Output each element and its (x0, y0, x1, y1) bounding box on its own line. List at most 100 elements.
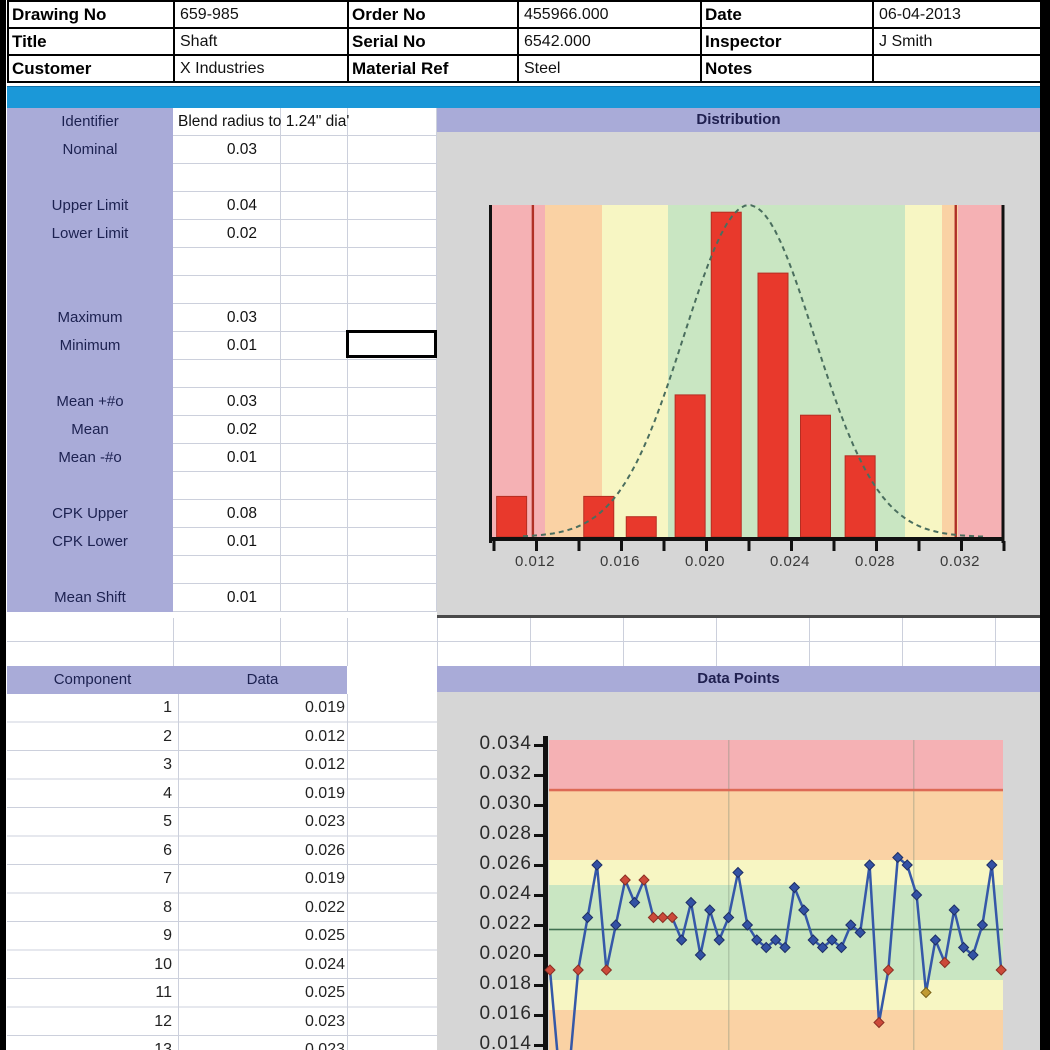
data-point-marker (976, 919, 989, 931)
stat-value-cell[interactable]: 0.03 (226, 141, 257, 158)
data-points-chart-title[interactable]: Data Points (437, 666, 1040, 692)
component-row[interactable]: 13 0.023 (7, 1036, 437, 1050)
data-point-marker (638, 874, 650, 886)
stats-label-panel: Identifier Nominal Upper Limit Lower Limit M… (7, 108, 173, 612)
component-number: 3 (163, 756, 172, 773)
y-tick-label: 0.028 (479, 823, 532, 844)
header-label-cell[interactable]: Serial No (347, 27, 519, 56)
stat-value-cell[interactable]: 0.02 (226, 225, 257, 242)
x-tick-label: 0.016 (600, 553, 640, 570)
histogram-bar (757, 272, 789, 538)
component-row[interactable]: 8 0.022 (7, 894, 437, 922)
x-tick (790, 541, 793, 551)
header-value-cell[interactable]: Shaft (173, 27, 349, 56)
zone-band (549, 790, 1003, 860)
stat-value-cell[interactable]: 0.01 (226, 449, 257, 466)
zone-band (490, 205, 545, 537)
stat-value-cell[interactable]: 0.01 (226, 533, 257, 550)
stat-value-cell[interactable]: 0.02 (226, 421, 257, 438)
x-tick-label: 0.012 (515, 553, 555, 570)
stat-value-cell[interactable]: 0.08 (226, 505, 257, 522)
component-row[interactable]: 4 0.019 (7, 780, 437, 808)
y-tick (534, 1014, 543, 1017)
data-point-marker (722, 911, 735, 924)
data-point-marker (628, 896, 641, 909)
header-label-cell[interactable]: Order No (347, 0, 519, 29)
histogram-bar (800, 414, 831, 538)
component-row[interactable]: 6 0.026 (7, 837, 437, 865)
data-points-chart[interactable]: 0.034 0.032 0.030 0.028 0.026 0.024 0.022 0.020… (437, 692, 1040, 1050)
right-screen-edge (1040, 0, 1050, 1050)
component-row[interactable]: 12 0.023 (7, 1008, 437, 1036)
stat-label: Identifier (61, 113, 119, 130)
component-row[interactable]: 10 0.024 (7, 951, 437, 979)
data-column-header: Data (246, 671, 279, 688)
stats-value-grid (173, 108, 437, 612)
stat-value-cell[interactable]: 0.03 (226, 309, 257, 326)
data-point-marker (929, 934, 942, 946)
header-value-cell[interactable]: 455966.000 (517, 0, 702, 29)
stat-label: Mean -#o (58, 449, 122, 466)
data-point-marker (995, 964, 1007, 976)
y-tick-label: 0.026 (479, 853, 532, 874)
component-row[interactable]: 9 0.025 (7, 922, 437, 950)
data-point-marker (675, 934, 688, 946)
component-data-value: 0.012 (304, 756, 345, 773)
component-number: 11 (155, 984, 172, 1001)
component-number: 13 (154, 1041, 172, 1050)
data-point-marker (619, 874, 631, 886)
data-point-marker (732, 866, 744, 879)
header-value-cell[interactable]: 06-04-2013 (872, 0, 1042, 29)
distribution-chart-title[interactable]: Distribution (437, 108, 1040, 132)
component-row[interactable]: 3 0.012 (7, 751, 437, 779)
stat-value-cell[interactable]: 0.04 (226, 197, 257, 214)
zone-band (549, 1010, 1003, 1050)
header-value-cell[interactable]: 6542.000 (517, 27, 702, 56)
data-point-marker (685, 896, 697, 909)
header-label-cell[interactable]: Inspector (700, 27, 874, 56)
y-tick (534, 744, 543, 747)
header-label-cell[interactable]: Title (7, 27, 175, 56)
data-point-marker (920, 986, 932, 999)
component-number: 2 (163, 727, 172, 745)
data-point-marker (751, 934, 763, 946)
header-value-cell[interactable]: 659-985 (173, 0, 349, 29)
header-value-cell[interactable] (872, 54, 1042, 83)
y-tick-label: 0.014 (479, 1033, 532, 1050)
header-label-cell[interactable]: Material Ref (347, 54, 519, 83)
component-data-value: 0.022 (304, 898, 345, 916)
header-label-cell[interactable]: Date (700, 0, 874, 29)
header-label-cell[interactable]: Notes (700, 54, 874, 83)
header-value-cell[interactable]: Steel (517, 54, 702, 83)
header-value-cell[interactable]: X Industries (173, 54, 349, 83)
stats-values: Blend radius to 1.24" dia' 0.03 0.04 0.02 0.… (173, 108, 437, 612)
header-label-cell[interactable]: Drawing No (7, 0, 175, 29)
component-row[interactable]: 5 0.023 (7, 808, 437, 836)
component-data-value: 0.025 (304, 984, 345, 1001)
component-row[interactable]: 2 0.012 (7, 723, 437, 751)
data-point-marker (910, 889, 923, 901)
component-row[interactable]: 1 0.019 (7, 694, 437, 722)
data-point-marker (704, 904, 716, 916)
stat-value-cell[interactable]: 0.01 (226, 337, 257, 354)
component-data-value: 0.023 (304, 1012, 345, 1030)
data-points-line-chart (534, 736, 1007, 1050)
component-number: 7 (163, 870, 172, 887)
selected-cell[interactable] (346, 330, 437, 358)
component-row[interactable]: 11 0.025 (7, 979, 437, 1007)
data-point-marker (816, 941, 829, 954)
x-tick-label: 0.028 (855, 553, 895, 570)
stat-value-cell[interactable]: Blend radius to 1.24" dia' (178, 113, 350, 130)
x-tick (832, 541, 836, 551)
y-tick (534, 984, 543, 987)
stat-value-cell[interactable]: 0.03 (226, 393, 257, 410)
stat-value-cell[interactable]: 0.01 (226, 589, 257, 606)
distribution-histogram: 0.012 0.016 0.020 0.024 0.028 0.032 (489, 204, 1006, 570)
component-data-value: 0.019 (304, 699, 345, 716)
header-label-cell[interactable]: Customer (7, 54, 175, 83)
component-row[interactable]: 7 0.019 (7, 865, 437, 893)
histogram-bar (710, 211, 742, 538)
distribution-chart[interactable]: 0.012 0.016 0.020 0.024 0.028 0.032 (437, 132, 1040, 618)
component-table-grid (7, 694, 438, 1050)
header-value-cell[interactable]: J Smith (872, 27, 1042, 56)
